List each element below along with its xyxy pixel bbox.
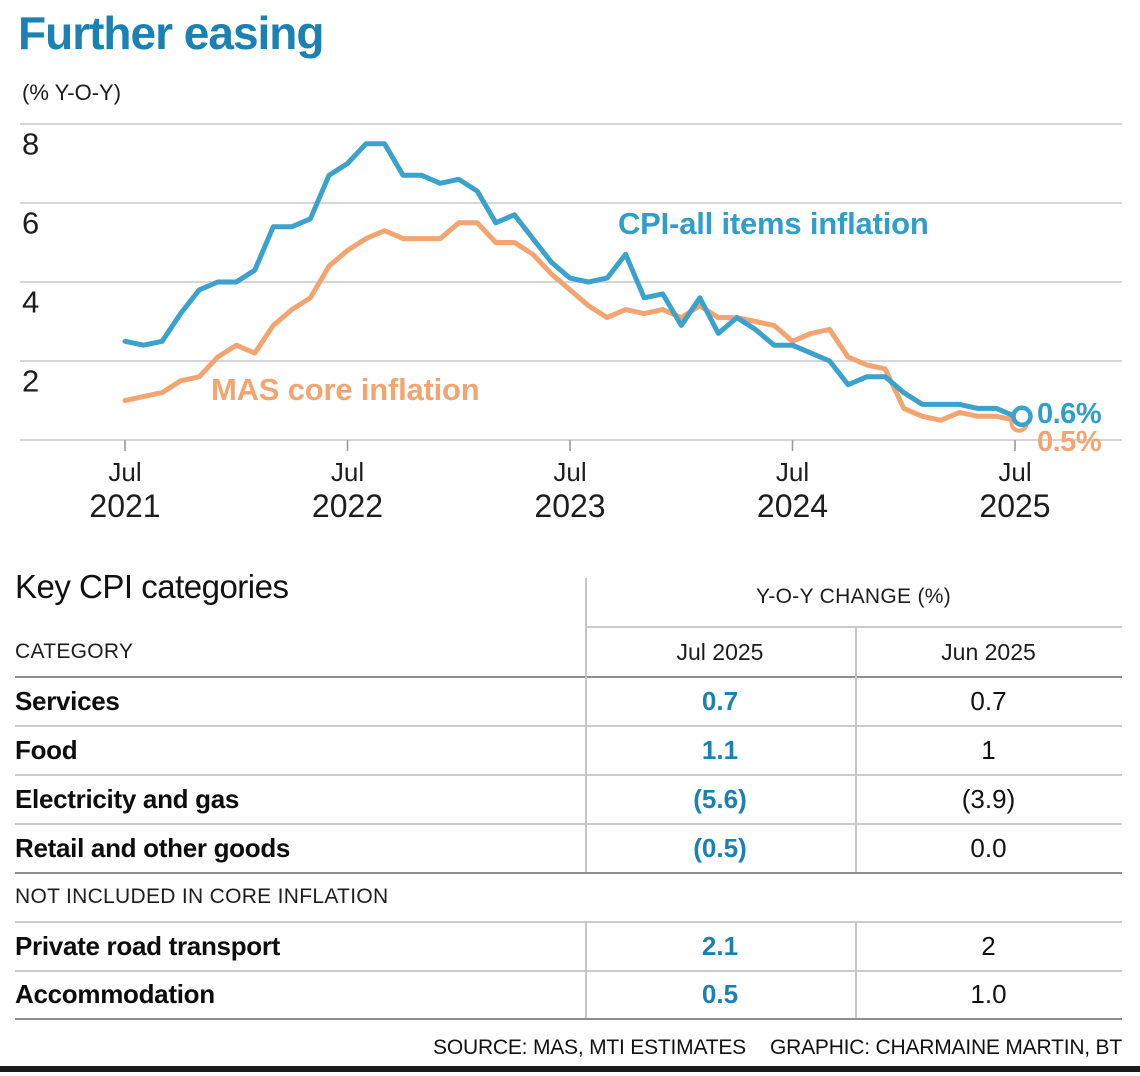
x-tick-month-label: Jul xyxy=(331,457,364,487)
row-jul-value: 0.7 xyxy=(701,685,739,716)
table-header-row: CATEGORY Jul 2025 Jun 2025 xyxy=(15,628,1122,676)
y-axis-tick-label: 2 xyxy=(22,363,39,398)
table-column-divider xyxy=(585,578,587,872)
row-jun-value: (3.9) xyxy=(961,783,1016,814)
y-axis-tick-label: 8 xyxy=(22,126,39,161)
x-tick-month-label: Jul xyxy=(108,457,141,487)
x-tick-month-label: Jul xyxy=(776,457,809,487)
source-line: SOURCE: MAS, MTI ESTIMATES GRAPHIC: CHAR… xyxy=(433,1036,1122,1060)
table-column-divider xyxy=(855,921,857,1018)
table-row: Food 1.1 1 xyxy=(15,726,1122,774)
row-name: Retail and other goods xyxy=(15,832,291,863)
cpi-end-marker xyxy=(1011,405,1033,428)
row-name: Services xyxy=(15,685,120,716)
table-divider xyxy=(585,626,1122,628)
y-axis-tick-label: 6 xyxy=(22,205,39,240)
row-jun-value: 0.0 xyxy=(970,832,1007,863)
x-tick-month-label: Jul xyxy=(553,457,586,487)
row-jun-value: 1 xyxy=(981,734,996,765)
x-tick-year-label: 2021 xyxy=(89,488,160,524)
table-row: Accommodation 0.5 1.0 xyxy=(15,970,1122,1018)
table-row: Electricity and gas (5.6) (3.9) xyxy=(15,775,1122,823)
x-tick-month-label: Jul xyxy=(998,457,1031,487)
row-name: Food xyxy=(15,734,78,765)
x-tick-year-label: 2024 xyxy=(757,488,828,524)
table-header-rule xyxy=(15,676,1122,678)
table-divider xyxy=(15,725,1122,727)
row-jul-value: (0.5) xyxy=(693,832,747,863)
table-row: Retail and other goods (0.5) 0.0 xyxy=(15,824,1122,872)
row-name: Accommodation xyxy=(15,978,215,1009)
table-row: Private road transport 2.1 2 xyxy=(15,922,1122,970)
row-jul-value: 0.5 xyxy=(701,978,739,1009)
col-header-jun-2025: Jun 2025 xyxy=(941,638,1036,665)
table-bottom-rule xyxy=(15,1018,1122,1020)
core-end-marker xyxy=(1009,413,1029,433)
table-column-divider xyxy=(585,921,587,1018)
x-tick-year-label: 2025 xyxy=(979,488,1050,524)
row-jul-value: (5.6) xyxy=(693,783,747,814)
credit-label: GRAPHIC: CHARMAINE MARTIN, BT xyxy=(769,1036,1122,1059)
row-jun-value: 0.7 xyxy=(970,685,1007,716)
row-jul-value: 2.1 xyxy=(701,930,739,961)
cpi-series-label: CPI-all items inflation xyxy=(618,206,929,241)
core-end-value-label: 0.5% xyxy=(1037,426,1102,458)
cpi-end-value-label: 0.6% xyxy=(1037,398,1102,430)
row-jun-value: 2 xyxy=(981,930,996,961)
col-header-category: CATEGORY xyxy=(15,640,134,663)
core-series-label: MAS core inflation xyxy=(211,372,480,407)
row-jun-value: 1.0 xyxy=(970,978,1007,1009)
table-divider xyxy=(15,774,1122,776)
x-tick-year-label: 2022 xyxy=(312,488,383,524)
table-row: Services 0.7 0.7 xyxy=(15,677,1122,725)
y-axis-tick-label: 4 xyxy=(22,284,39,319)
y-axis-unit-label: (% Y-O-Y) xyxy=(22,80,122,105)
table-group-header: Y-O-Y CHANGE (%) xyxy=(756,585,951,608)
row-name: Electricity and gas xyxy=(15,783,240,814)
not-included-band: NOT INCLUDED IN CORE INFLATION xyxy=(15,885,389,908)
table-divider xyxy=(15,823,1122,825)
table-section-rule xyxy=(15,872,1122,874)
table-divider xyxy=(15,970,1122,972)
table-column-divider xyxy=(855,628,857,872)
source-label: SOURCE: MAS, MTI ESTIMATES xyxy=(433,1036,746,1059)
bottom-rule-bar xyxy=(0,1066,1140,1072)
col-header-jul-2025: Jul 2025 xyxy=(676,638,764,665)
table-divider xyxy=(15,921,1122,923)
page-title: Further easing xyxy=(18,7,325,59)
row-name: Private road transport xyxy=(15,930,281,961)
x-tick-year-label: 2023 xyxy=(534,488,605,524)
table-title: Key CPI categories xyxy=(15,568,289,605)
row-jul-value: 1.1 xyxy=(701,734,739,765)
